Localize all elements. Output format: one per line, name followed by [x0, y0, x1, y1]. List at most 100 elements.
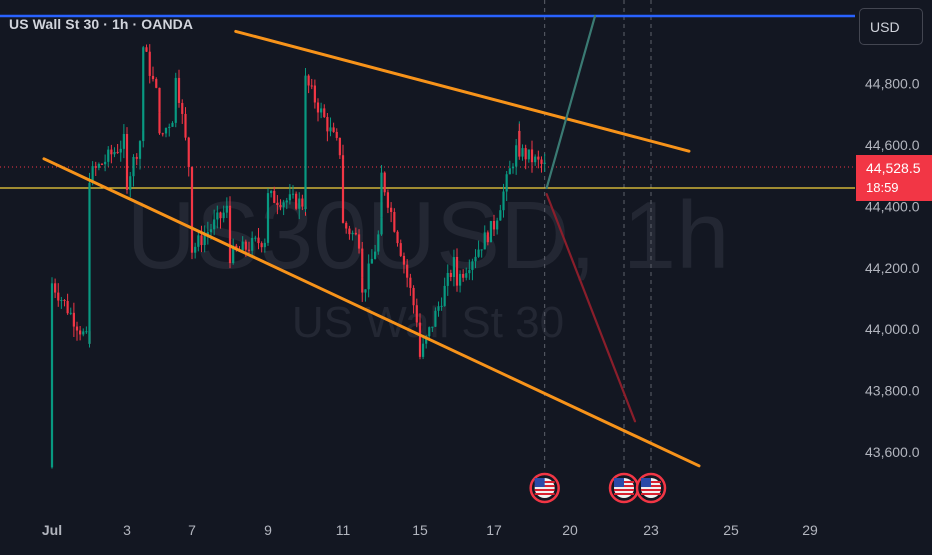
candle	[348, 225, 351, 240]
candle-body	[113, 151, 116, 155]
time-axis[interactable]: Jul 3 7 9 11 15 17 20 23 25 29	[42, 522, 818, 538]
trendlines[interactable]	[42, 29, 701, 468]
horizontal-levels[interactable]	[0, 14, 855, 189]
candle	[181, 99, 184, 124]
us-flag-event-icon[interactable]	[635, 472, 667, 504]
candle-body	[518, 130, 521, 157]
candle-body	[200, 235, 203, 246]
candle	[364, 289, 367, 302]
candle-body	[313, 85, 316, 103]
price-tick-label: 43,600.0	[865, 444, 920, 460]
candle-body	[338, 137, 341, 156]
candle-body	[119, 148, 122, 153]
candle-body	[377, 234, 380, 252]
candle-body	[85, 331, 88, 333]
price-tick-label: 44,400.0	[865, 198, 920, 214]
candle	[437, 301, 440, 317]
candle	[326, 112, 329, 142]
candle-body	[449, 272, 452, 277]
candle	[85, 326, 88, 334]
candle	[329, 117, 332, 137]
bear-projection-line[interactable]	[545, 193, 637, 423]
candle	[316, 98, 320, 122]
candle	[88, 172, 91, 303]
candle	[288, 184, 291, 205]
candle-body	[298, 198, 301, 209]
candle	[54, 278, 57, 299]
candle	[135, 153, 138, 166]
candle	[155, 77, 158, 89]
candle-body	[402, 255, 406, 265]
candle	[119, 140, 122, 162]
projection-paths[interactable]	[545, 14, 637, 423]
candle	[110, 144, 113, 164]
candle	[310, 78, 313, 90]
candle-body	[455, 256, 459, 286]
candle	[458, 270, 462, 293]
price-axis[interactable]: 43,600.0 43,800.0 44,000.0 44,200.0 44,400.0…	[855, 0, 932, 520]
candle	[390, 202, 393, 223]
candle-body	[91, 166, 94, 183]
candle	[534, 154, 537, 166]
candle	[168, 123, 171, 137]
candle	[399, 239, 402, 258]
candle-body	[304, 75, 307, 210]
candle-body	[158, 87, 161, 113]
candle	[247, 241, 251, 255]
time-tick-label: 29	[802, 522, 818, 538]
wedge-lower-trendline[interactable]	[42, 157, 701, 468]
candle	[440, 297, 443, 311]
candle-body	[100, 163, 104, 165]
candle	[518, 123, 521, 160]
candle-body	[380, 172, 383, 218]
candle	[341, 154, 345, 224]
candle	[60, 296, 63, 309]
candle	[415, 298, 418, 328]
candle-body	[364, 289, 367, 293]
candle-body	[161, 133, 164, 135]
candle	[483, 225, 486, 250]
currency-button[interactable]: USD	[859, 8, 923, 45]
candle	[486, 230, 489, 246]
candle-body	[222, 212, 225, 219]
watermark-ticker: US30USD, 1h	[127, 182, 730, 289]
candle	[431, 326, 434, 333]
candle	[373, 244, 377, 260]
candle-body	[332, 127, 335, 132]
time-tick-label: 9	[264, 522, 272, 538]
candle-body	[116, 151, 119, 153]
candle	[66, 293, 69, 315]
us-flag-event-icon[interactable]	[529, 472, 560, 504]
candle-body	[129, 176, 132, 190]
candle	[57, 283, 60, 307]
wedge-upper-trendline[interactable]	[234, 29, 691, 153]
candle-body	[145, 47, 148, 52]
candle-body	[142, 47, 145, 131]
candle	[313, 79, 316, 109]
bull-projection-line[interactable]	[545, 14, 597, 190]
candle-body	[434, 310, 437, 327]
candle	[219, 211, 222, 229]
candle-body	[174, 77, 177, 110]
candle-body	[125, 134, 129, 190]
candle-body	[345, 222, 348, 229]
event-markers[interactable]	[529, 472, 667, 504]
us-flag-event-icon[interactable]	[608, 472, 640, 504]
candle	[452, 249, 456, 287]
candle-body	[155, 79, 158, 88]
candle	[266, 188, 270, 246]
candle	[468, 259, 471, 280]
candle	[107, 146, 110, 167]
flag-stripe	[614, 493, 634, 495]
candle	[323, 104, 326, 118]
candle	[251, 231, 254, 256]
candle	[477, 240, 480, 258]
candle	[527, 149, 530, 163]
time-tick-label: 11	[336, 522, 351, 538]
candle	[307, 74, 310, 94]
candle-body	[177, 77, 181, 103]
candle-body	[496, 220, 499, 230]
candle-body	[241, 241, 244, 251]
